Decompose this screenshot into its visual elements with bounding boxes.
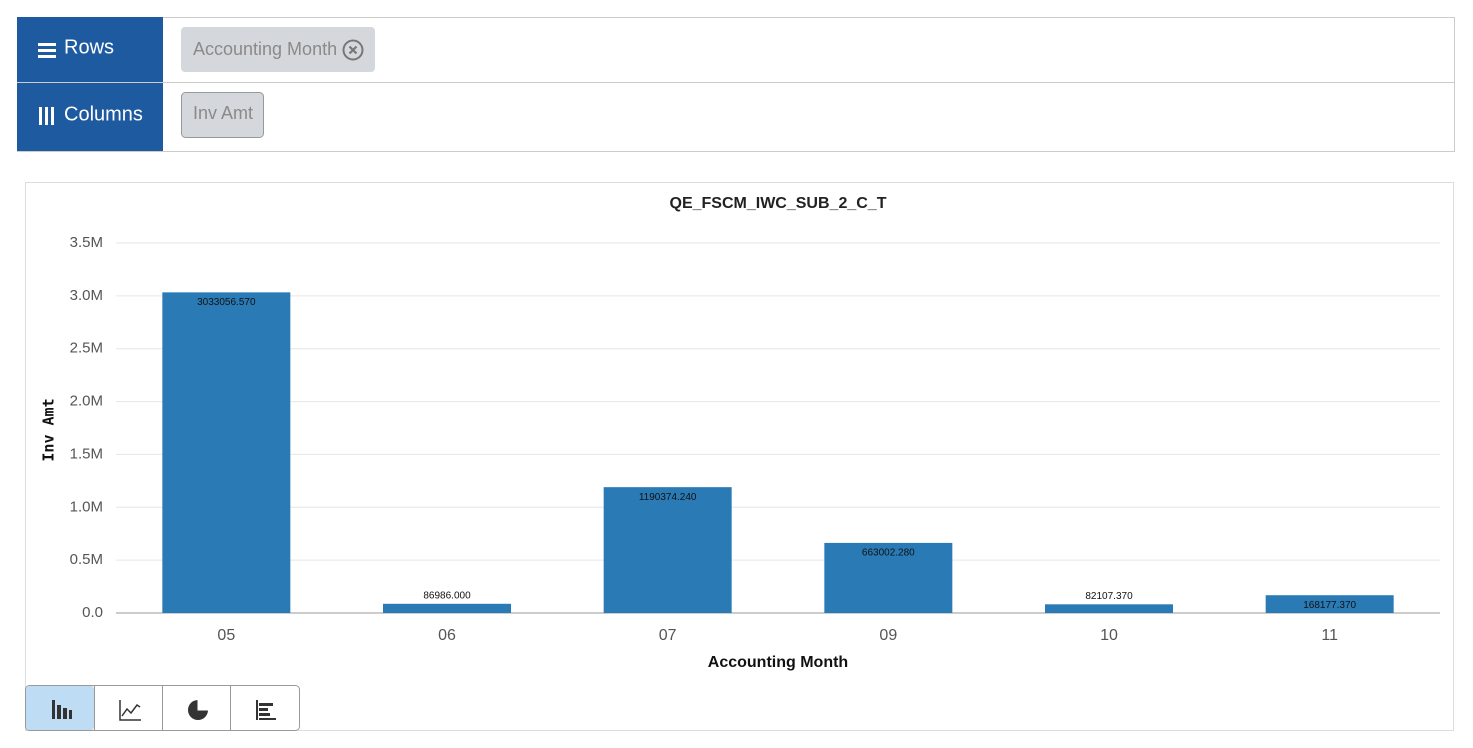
columns-label: Columns (64, 103, 143, 125)
x-axis-label: Accounting Month (708, 654, 848, 671)
bar (162, 292, 291, 613)
bar (1265, 595, 1394, 613)
x-tick-label: 10 (1100, 627, 1118, 644)
column-pill-label: Inv Amt (193, 103, 253, 123)
y-tick-label: 1.0M (70, 498, 103, 515)
y-tick-label: 0.0 (82, 604, 103, 621)
value-label: 168177.370 (1303, 600, 1356, 611)
value-label: 86986.000 (423, 590, 471, 601)
row-pill[interactable] (181, 27, 375, 72)
bar (1045, 604, 1173, 613)
rows-icon (38, 43, 56, 58)
y-tick-label: 3.5M (70, 234, 103, 251)
value-label: 1190374.240 (639, 492, 697, 503)
rows-label: Rows (64, 36, 114, 58)
value-label: 3033056.570 (197, 297, 256, 308)
x-tick-label: 09 (879, 627, 897, 644)
y-tick-label: 1.5M (70, 445, 103, 462)
y-tick-label: 3.0M (70, 287, 103, 304)
value-label: 82107.370 (1085, 591, 1133, 602)
x-tick-label: 06 (438, 627, 456, 644)
x-tick-label: 05 (217, 627, 235, 644)
y-tick-label: 2.0M (70, 393, 103, 410)
plot-area: 0.0 0.5M 1.0M 1.5M 2.0M 2.5M 3.0M 3.5M 05 3033056… (70, 234, 1440, 644)
pie-chart-button[interactable] (188, 699, 209, 720)
remove-button[interactable] (342, 39, 364, 61)
bar (824, 542, 953, 613)
y-tick-label: 0.5M (70, 551, 103, 568)
bar (383, 603, 511, 613)
line-chart-button[interactable] (119, 700, 141, 721)
y-tick-label: 2.5M (70, 340, 103, 357)
bar-chart-icon (52, 700, 72, 719)
horizontal-bar-button[interactable] (256, 700, 276, 720)
column-pill[interactable] (181, 92, 264, 138)
chart-title: QE_FSCM_IWC_SUB_2_C_T (670, 195, 887, 212)
bar (603, 487, 732, 613)
x-tick-label: 11 (1321, 627, 1338, 644)
value-label: 663002.280 (862, 548, 915, 559)
columns-icon (39, 107, 54, 125)
y-axis-label: Inv Amt (40, 398, 58, 461)
row-pill-label: Accounting Month (193, 39, 337, 59)
x-tick-label: 07 (659, 627, 677, 644)
